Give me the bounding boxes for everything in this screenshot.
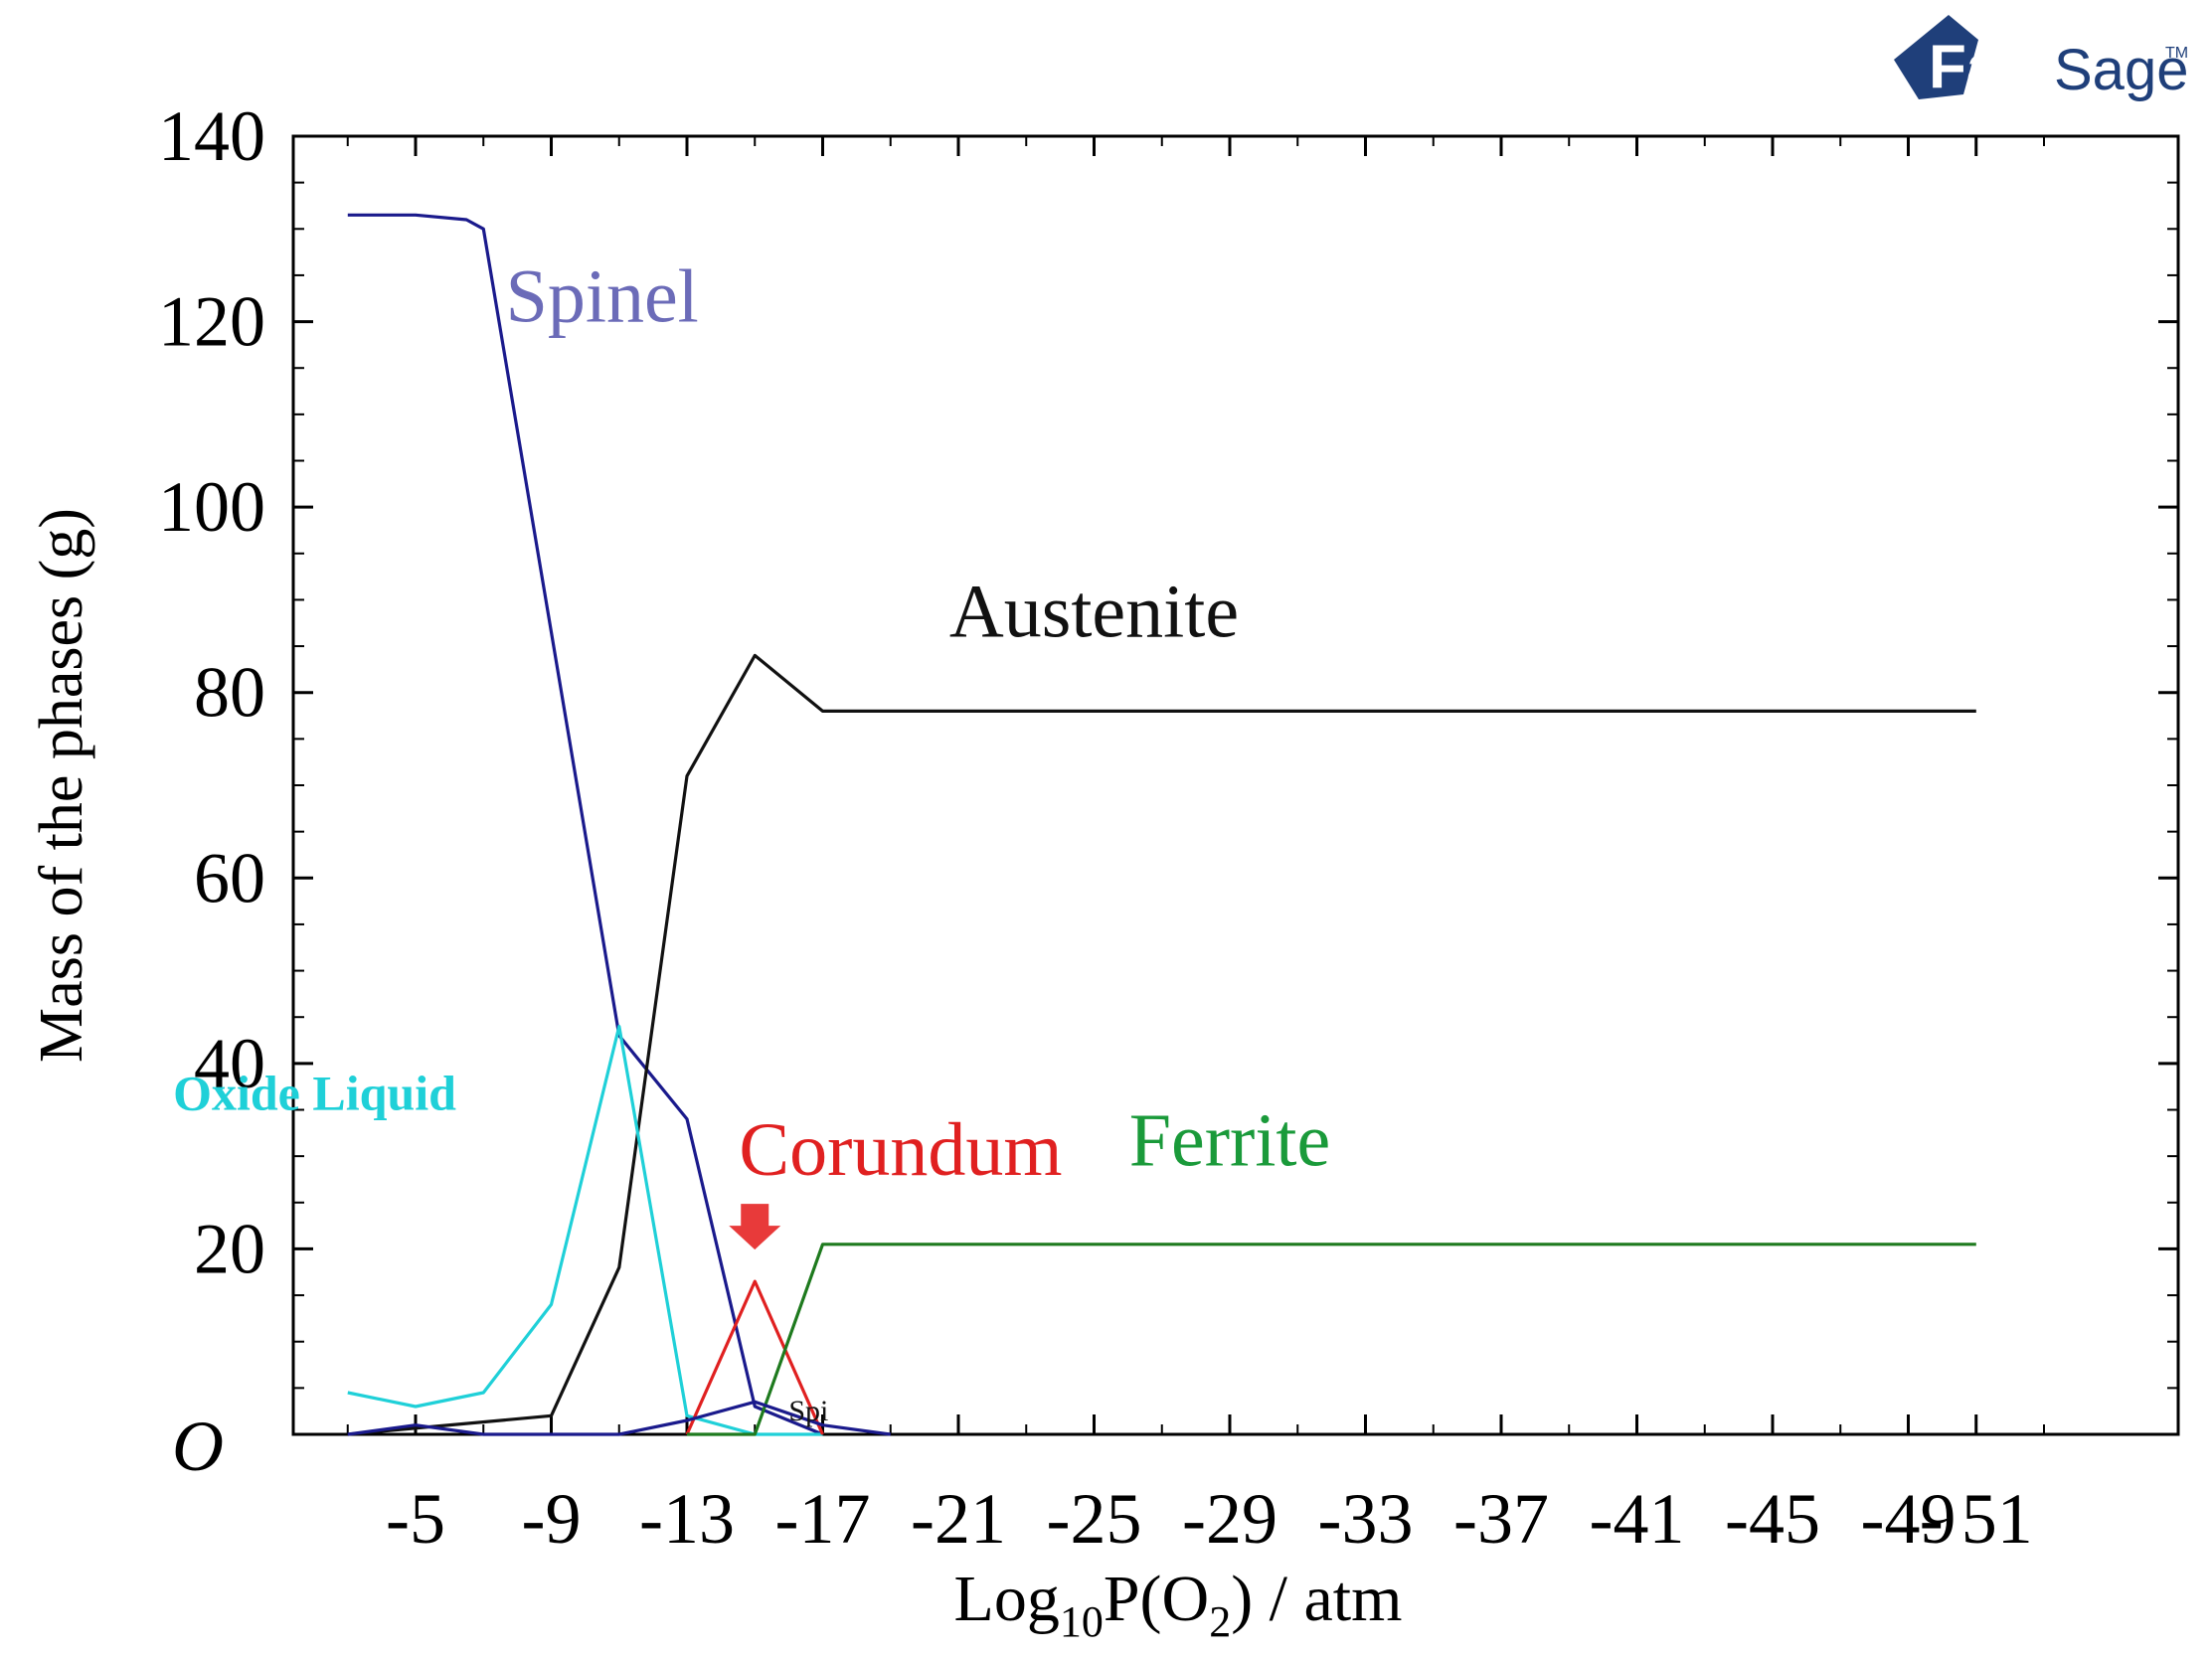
x-label-mid: P(O xyxy=(1104,1563,1209,1635)
annotation-layer: Spinel Austenite Oxide Liquid Corundum Ferri… xyxy=(173,255,1330,1427)
x-tick-label: -45 xyxy=(1725,1479,1820,1559)
y-axis-label: Mass of the phases (g) xyxy=(28,508,95,1063)
x-tick-label: -41 xyxy=(1590,1479,1685,1559)
y-axis-ticks: O 20 40 60 80 100 120 140 xyxy=(158,96,2178,1486)
x-tick-label: -37 xyxy=(1453,1479,1549,1559)
y-tick-label: 60 xyxy=(194,838,265,917)
y-tick-label: 40 xyxy=(194,1024,265,1103)
x-label-sub2: 2 xyxy=(1209,1597,1231,1646)
x-tick-label: -29 xyxy=(1182,1479,1277,1559)
x-tick-label: -21 xyxy=(911,1479,1006,1559)
series-label-spi: Spi xyxy=(788,1395,828,1427)
x-label-base: Log xyxy=(954,1563,1060,1635)
series-line-corundum xyxy=(685,1279,824,1435)
x-tick-label: -17 xyxy=(775,1479,871,1559)
x-tick-label: - 51 xyxy=(1920,1479,2033,1559)
y-tick-label: 80 xyxy=(194,653,265,733)
y-tick-label: 120 xyxy=(158,282,265,362)
series-layer xyxy=(347,213,1976,1436)
x-tick-label: -13 xyxy=(639,1479,735,1559)
x-tick-label: -49 xyxy=(1861,1479,1957,1559)
series-label-austenite: Austenite xyxy=(949,571,1239,654)
series-label-spinel: Spinel xyxy=(506,255,699,339)
series-line-oxide-liquid xyxy=(347,1024,823,1436)
x-tick-label: -25 xyxy=(1047,1479,1142,1559)
x-tick-label: -33 xyxy=(1318,1479,1414,1559)
series-label-ferrite: Ferrite xyxy=(1129,1098,1331,1182)
x-axis-label: Log10P(O2) / atm xyxy=(954,1563,1403,1646)
x-label-end: ) / atm xyxy=(1231,1563,1402,1635)
logo-tm: TM xyxy=(2165,45,2188,62)
series-line-spi xyxy=(347,1400,892,1436)
logo-text-bold: Fact xyxy=(1929,33,2055,101)
x-axis-ticks: -5 -9 -13 -17 -21 -25 -29 -33 -37 -41 -45 -49- 51 xyxy=(346,136,2045,1559)
series-label-oxide-liquid: Oxide Liquid xyxy=(173,1066,456,1121)
series-line-austenite xyxy=(347,653,1976,1436)
y-tick-label: 20 xyxy=(194,1209,265,1288)
factsage-logo: Fact Sage TM xyxy=(1894,15,2188,102)
series-line-spinel xyxy=(347,213,824,1436)
series-line-ferrite xyxy=(687,1243,1976,1436)
series-label-corundum: Corundum xyxy=(739,1108,1062,1192)
y-tick-label: O xyxy=(172,1407,224,1486)
corundum-arrow-icon xyxy=(729,1204,781,1250)
y-tick-label: 140 xyxy=(158,96,265,176)
x-tick-label: -9 xyxy=(522,1479,582,1559)
x-label-sub1: 10 xyxy=(1060,1597,1104,1646)
x-tick-label: -5 xyxy=(386,1479,445,1559)
logo-shape-icon xyxy=(1894,15,1978,99)
logo-text-light: Sage xyxy=(2054,38,2188,102)
y-tick-label: 100 xyxy=(158,467,265,547)
